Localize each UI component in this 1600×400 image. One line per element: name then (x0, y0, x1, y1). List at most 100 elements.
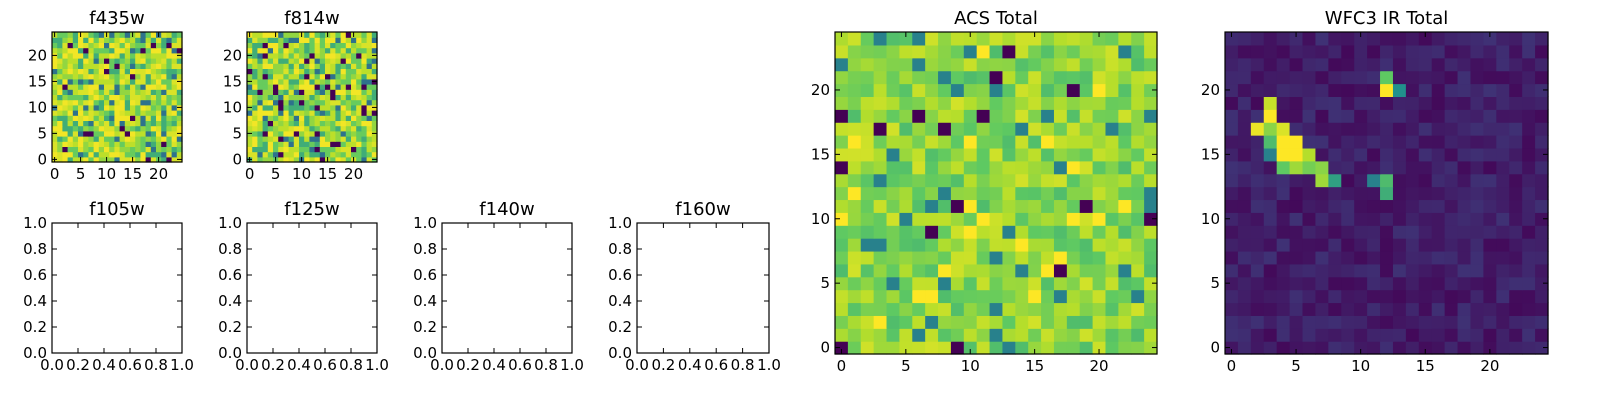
heatmap-cell (860, 199, 875, 213)
heatmap-cell (1237, 341, 1252, 355)
heatmap-cell (963, 109, 978, 123)
heatmap-cell (109, 115, 115, 121)
heatmap-cell (252, 115, 258, 121)
heatmap-cell (150, 151, 157, 158)
heatmap-cell (835, 57, 849, 72)
heatmap-cell (124, 146, 131, 153)
heatmap-cell (860, 122, 875, 136)
heatmap-cell (1444, 83, 1459, 97)
heatmap-cell (135, 78, 141, 85)
heatmap-cell (176, 110, 183, 116)
heatmap-cell (989, 160, 1004, 175)
heatmap-cell (1250, 263, 1265, 278)
heatmap-cell (1250, 302, 1265, 316)
heatmap-cell (1315, 173, 1329, 188)
heatmap-cell (93, 125, 100, 132)
heatmap-cell (104, 68, 110, 75)
heatmap-cell (1367, 83, 1381, 97)
heatmap-cell (1509, 302, 1523, 316)
heatmap-cell (1328, 315, 1342, 329)
heatmap-cell (72, 115, 79, 121)
heatmap-cell (1263, 32, 1278, 46)
heatmap-cell (1144, 122, 1158, 136)
heatmap-cell (1105, 238, 1119, 252)
heatmap-cell (166, 125, 173, 132)
heatmap-cell (963, 44, 978, 59)
heatmap-cell (1470, 263, 1484, 278)
heatmap-cell (1002, 83, 1016, 97)
heatmap-cell (114, 32, 121, 38)
heatmap-cell (135, 141, 141, 147)
heatmap-cell (1225, 289, 1239, 304)
heatmap-cell (98, 104, 105, 111)
heatmap-cell (1522, 70, 1536, 85)
heatmap-cell (1354, 147, 1368, 162)
heatmap-cell (1483, 199, 1497, 213)
heatmap-cell (330, 156, 336, 163)
heatmap-cell (1053, 96, 1068, 110)
heatmap-cell (1041, 147, 1055, 162)
heatmap-cell (989, 135, 1004, 149)
heatmap-cell (114, 78, 121, 85)
heatmap-cell (283, 37, 290, 43)
heatmap-cell (847, 186, 862, 201)
heatmap-cell (171, 94, 178, 101)
heatmap-cell (1496, 302, 1510, 316)
heatmap-cell (340, 68, 347, 75)
heatmap-cell (1041, 315, 1055, 329)
heatmap-cell (267, 110, 274, 116)
heatmap-cell (67, 68, 74, 75)
heatmap-cell (335, 141, 342, 147)
heatmap-cell (1354, 276, 1368, 291)
heatmap-cell (161, 52, 167, 59)
heatmap-cell (351, 84, 357, 90)
heatmap-cell (912, 147, 926, 162)
heatmap-cell (938, 147, 952, 162)
heatmap-cell (1263, 315, 1278, 329)
heatmap-cell (351, 42, 357, 49)
heatmap-cell (371, 63, 378, 69)
heatmap-cell (293, 146, 300, 153)
heatmap-cell (1092, 96, 1107, 110)
heatmap-cell (925, 276, 939, 291)
heatmap-cell (1431, 212, 1446, 226)
heatmap-cell (1431, 147, 1446, 162)
heatmap-cell (171, 125, 178, 132)
heatmap-cell (1225, 315, 1239, 329)
heatmap-cell (252, 141, 258, 147)
heatmap-cell (1470, 250, 1484, 265)
axes-frame (441, 222, 573, 354)
heatmap-cell (1535, 122, 1549, 136)
heatmap-cell (847, 315, 862, 329)
heatmap-cell (366, 47, 373, 54)
heatmap-cell (1392, 263, 1407, 278)
heatmap-cell (1354, 70, 1368, 85)
heatmap-cell (886, 250, 900, 265)
heatmap-cell (88, 104, 95, 111)
heatmap-cell (1118, 250, 1132, 265)
heatmap-cell (1392, 96, 1407, 110)
heatmap-cell (140, 84, 147, 90)
heatmap-cell (1470, 341, 1484, 355)
heatmap-cell (1250, 199, 1265, 213)
heatmap-cell (356, 89, 362, 95)
heatmap-cell (1276, 122, 1291, 136)
heatmap-cell (145, 94, 152, 101)
heatmap-cell (1470, 302, 1484, 316)
heatmap-cell (1105, 32, 1119, 46)
heatmap-cell (57, 136, 63, 142)
heatmap-cell (309, 115, 316, 121)
panel-title: f435w (89, 8, 144, 29)
heatmap-cell (1302, 147, 1317, 162)
heatmap-cell (57, 146, 63, 153)
heatmap-cell (145, 42, 152, 49)
heatmap-cell (156, 84, 162, 90)
heatmap-cell (1535, 250, 1549, 265)
heatmap-cell (135, 125, 141, 132)
heatmap-cell (88, 141, 95, 147)
heatmap-cell (938, 160, 952, 175)
heatmap-cell (150, 99, 157, 106)
heatmap-cell (340, 78, 347, 85)
heatmap-cell (886, 341, 900, 355)
